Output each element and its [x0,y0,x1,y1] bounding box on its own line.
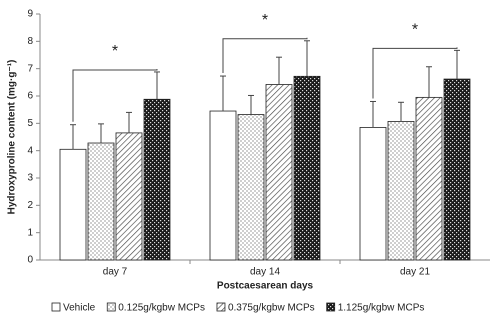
y-tick-label: 8 [27,36,33,47]
legend-swatch [106,302,116,312]
significance-star: * [412,22,418,39]
y-tick-label: 6 [27,91,33,102]
bar [293,75,321,261]
bar [143,98,171,261]
y-tick-label: 4 [27,145,33,156]
x-tick-label: day 21 [400,267,430,278]
bar [265,84,293,261]
legend-swatch [326,302,336,312]
significance-bracket [222,37,308,74]
significance-star: * [112,43,118,60]
bar [115,132,143,261]
bar [387,121,415,261]
legend-swatch [216,302,226,312]
bar [359,127,387,261]
legend-label: 0.125g/kgbw MCPs [118,303,205,314]
y-tick-label: 9 [27,9,33,20]
y-tick-label: 0 [27,255,33,266]
legend-swatch [51,302,61,312]
y-tick-label: 5 [27,118,33,129]
legend-label: 1.125g/kgbw MCPs [338,303,425,314]
bar [59,148,87,261]
y-tick-label: 1 [27,227,33,238]
y-tick-label: 7 [27,63,33,74]
bar [237,114,265,261]
bar [87,142,115,261]
y-tick-label: 3 [27,173,33,184]
significance-star: * [262,12,268,29]
legend-label: 0.375g/kgbw MCPs [228,303,315,314]
legend-label: Vehicle [63,303,96,314]
x-axis-title: Postcaesarean days [217,281,314,292]
bar [415,96,443,261]
bar [443,78,471,261]
significance-bracket [72,68,158,122]
x-tick-label: day 14 [250,267,280,278]
significance-bracket [372,47,458,99]
x-tick-label: day 7 [103,267,128,278]
y-tick-label: 2 [27,200,33,211]
bar [209,110,237,261]
y-axis-title: Hydroxyproline content (mg·g⁻¹) [7,60,18,215]
